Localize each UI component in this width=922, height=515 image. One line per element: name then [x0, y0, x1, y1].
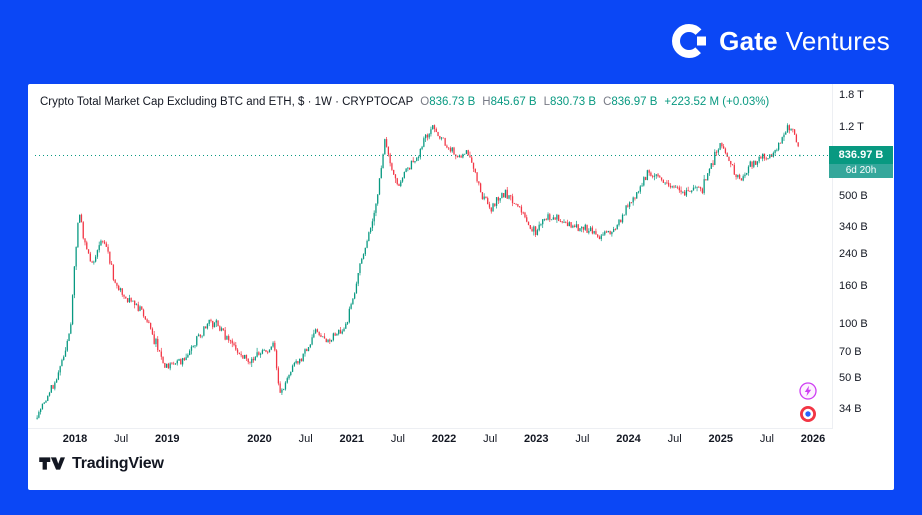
price-scale-label: 70 B	[839, 345, 862, 358]
price-scale-label: 1.2 T	[839, 120, 864, 133]
chart-card: Crypto Total Market Cap Excluding BTC an…	[28, 84, 894, 490]
time-scale-label: Jul	[575, 433, 590, 445]
time-scale-label: 2018	[62, 433, 88, 445]
time-scale-label: 2022	[431, 433, 457, 445]
time-scale-label: 2025	[708, 433, 733, 445]
target-emoji-icon[interactable]	[799, 405, 817, 423]
chart-title[interactable]: Crypto Total Market Cap Excluding BTC an…	[40, 96, 414, 108]
ohlc-low: L830.73 B	[543, 96, 597, 108]
time-scale-label: 2020	[247, 433, 272, 445]
price-scale[interactable]: 1.8 T 1.2 T 500 B 340 B 240 B 160 B 100 B 70 B 5…	[832, 84, 894, 428]
gate-ventures-logo: Gate Ventures	[670, 22, 890, 60]
time-scale-label: Jul	[114, 433, 129, 445]
tradingview-attribution[interactable]: TradingView	[38, 454, 164, 473]
price-scale-label: 340 B	[839, 220, 868, 233]
time-scale-label: Jul	[483, 433, 498, 445]
price-scale-label: 34 B	[839, 402, 862, 415]
last-price-badge: 836.97 B 6d 20h	[829, 146, 893, 178]
last-price-value: 836.97 B	[829, 146, 893, 164]
time-scale-label: 2026	[800, 433, 826, 445]
tradingview-wordmark: TradingView	[72, 454, 164, 472]
price-scale-label: 160 B	[839, 280, 868, 293]
ohlc-close: C836.97 B	[603, 96, 658, 108]
price-scale-label: 50 B	[839, 372, 862, 385]
time-scale-label: 2023	[524, 433, 549, 445]
tradingview-logo-icon	[38, 454, 65, 473]
time-scale-label: Jul	[390, 433, 405, 445]
time-scale[interactable]: 2018 Jul 2019 2020 Jul 2021 Jul 2022 Jul 2023 Jul 2…	[28, 428, 833, 449]
brand-name: Gate	[719, 25, 778, 56]
gate-logo-icon	[670, 22, 708, 60]
lightning-emoji-icon[interactable]	[799, 382, 817, 400]
candlestick-plot[interactable]	[28, 84, 894, 490]
price-scale-label: 1.8 T	[839, 88, 864, 101]
time-scale-label: 2024	[616, 433, 641, 445]
price-scale-label: 500 B	[839, 190, 868, 203]
price-scale-label: 240 B	[839, 248, 868, 261]
ohlc-high: H845.67 B	[482, 96, 537, 108]
change-value: +223.52 M (+0.03%)	[664, 96, 770, 108]
time-scale-label: Jul	[667, 433, 682, 445]
time-scale-label: 2021	[339, 433, 364, 445]
ohlc-open: O836.73 B	[420, 96, 476, 108]
chart-legend: Crypto Total Market Cap Excluding BTC an…	[40, 96, 769, 108]
brand-suffix: Ventures	[785, 25, 890, 56]
bar-countdown: 6d 20h	[829, 164, 893, 178]
time-scale-label: Jul	[298, 433, 313, 445]
time-scale-label: Jul	[759, 433, 774, 445]
price-scale-label: 100 B	[839, 317, 868, 330]
time-scale-label: 2019	[155, 433, 180, 445]
